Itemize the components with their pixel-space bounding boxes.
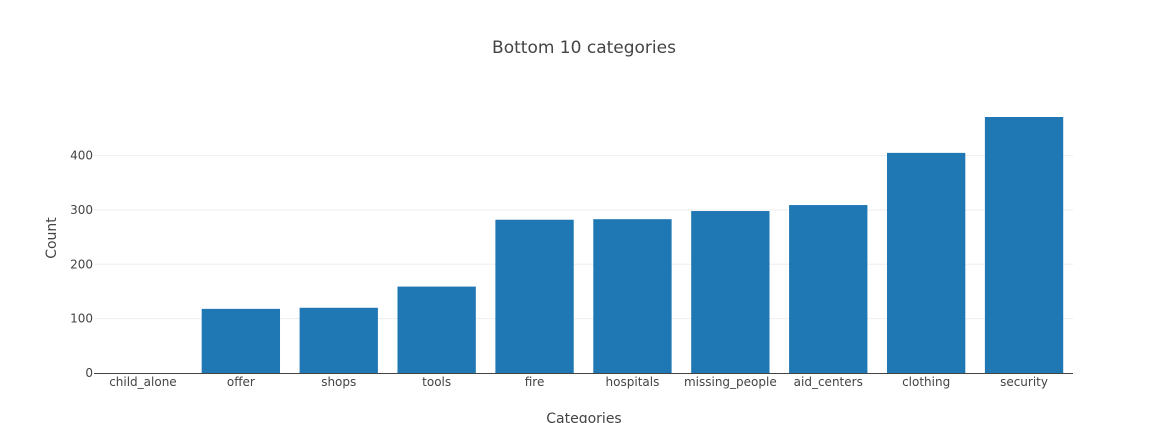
bar-hospitals[interactable] <box>593 219 672 373</box>
bar-fire[interactable] <box>495 219 574 373</box>
bars <box>201 117 1064 373</box>
bar-tools[interactable] <box>397 286 476 373</box>
y-tick-label: 200 <box>70 257 93 271</box>
x-tick-label: clothing <box>902 375 950 389</box>
y-tick-label: 400 <box>70 149 93 163</box>
x-tick-label: shops <box>321 375 356 389</box>
x-tick-label: tools <box>422 375 451 389</box>
x-axis-title: Categories <box>546 411 621 423</box>
x-tick-label: missing_people <box>684 375 777 389</box>
y-tick-label: 100 <box>70 312 93 326</box>
bar-shops[interactable] <box>299 307 378 373</box>
x-tick-label: hospitals <box>606 375 660 389</box>
bar-security[interactable] <box>984 117 1064 373</box>
bar-missing-people[interactable] <box>691 211 770 373</box>
y-axis-title: Count <box>44 217 60 259</box>
x-tick-label: security <box>1000 375 1048 389</box>
x-tick-label: fire <box>525 375 545 389</box>
x-axis-ticks: child_alone offer shops tools fire hospitals m… <box>109 375 1048 389</box>
chart-title: Bottom 10 categories <box>492 38 676 58</box>
x-tick-label: aid_centers <box>794 375 863 389</box>
bar-aid-centers[interactable] <box>789 205 868 373</box>
x-tick-label: offer <box>227 375 255 389</box>
bar-offer[interactable] <box>201 308 281 373</box>
bar-clothing[interactable] <box>886 152 966 373</box>
y-axis-ticks: 0 100 200 300 400 <box>70 149 93 380</box>
y-tick-label: 0 <box>85 366 93 380</box>
y-tick-label: 300 <box>70 203 93 217</box>
x-tick-label: child_alone <box>109 375 177 389</box>
